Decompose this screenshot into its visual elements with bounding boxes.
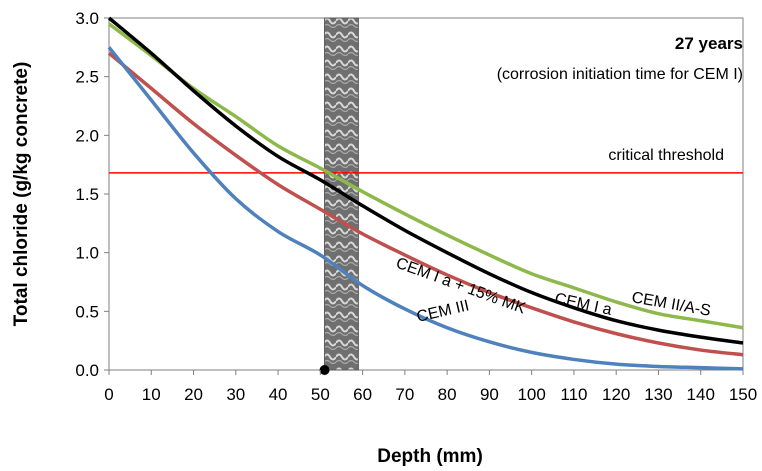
x-tick-label: 80: [438, 385, 457, 404]
y-tick-label: 0.5: [75, 302, 99, 321]
x-tick-label: 30: [226, 385, 245, 404]
series-line-cem-iii: [107, 46, 744, 371]
series-label-cem-i-a: CEM I a: [553, 290, 613, 319]
y-tick-label: 1.5: [75, 185, 99, 204]
y-tick-label: 2.0: [75, 126, 99, 145]
rebar-image: [324, 17, 359, 371]
rebar-band: [324, 17, 359, 371]
x-tick-label: 50: [311, 385, 330, 404]
x-tick-label: 120: [602, 385, 630, 404]
annotation-years: 27 years: [675, 34, 743, 53]
x-tick-label: 60: [353, 385, 372, 404]
x-tick-label: 20: [184, 385, 203, 404]
x-tick-label: 90: [480, 385, 499, 404]
x-tick-label: 40: [269, 385, 288, 404]
series-label-cem-iii: CEM III: [415, 297, 471, 326]
y-tick-label: 2.5: [75, 68, 99, 87]
x-tick-label: 150: [729, 385, 757, 404]
threshold-label: critical threshold: [608, 147, 724, 164]
depth-marker-point: [319, 365, 330, 375]
annotation-initiation: (corrosion initiation time for CEM I): [497, 66, 743, 83]
y-tick-label: 1.0: [75, 244, 99, 263]
series-line-cem-i-a: [107, 16, 744, 345]
x-tick-label: 70: [395, 385, 414, 404]
y-axis-title: Total chloride (g/kg concrete): [11, 62, 32, 327]
axis-ticks: 0 10 20 30 40 50 60 70 80 90 100 110 120 130 140 150 0.0…: [75, 9, 757, 404]
series-line-cem-i-a-15-mk: [107, 51, 744, 357]
x-tick-label: 10: [142, 385, 161, 404]
x-tick-label: 140: [687, 385, 715, 404]
series-lines: [107, 16, 744, 375]
x-tick-label: 100: [517, 385, 545, 404]
y-tick-label: 0.0: [75, 361, 99, 380]
x-tick-label: 0: [104, 385, 113, 404]
series-line-cem-ii-a-s: [107, 22, 744, 330]
x-axis-title: Depth (mm): [377, 446, 483, 467]
x-tick-label: 130: [644, 385, 672, 404]
y-tick-label: 3.0: [75, 9, 99, 28]
x-tick-label: 110: [560, 385, 587, 404]
